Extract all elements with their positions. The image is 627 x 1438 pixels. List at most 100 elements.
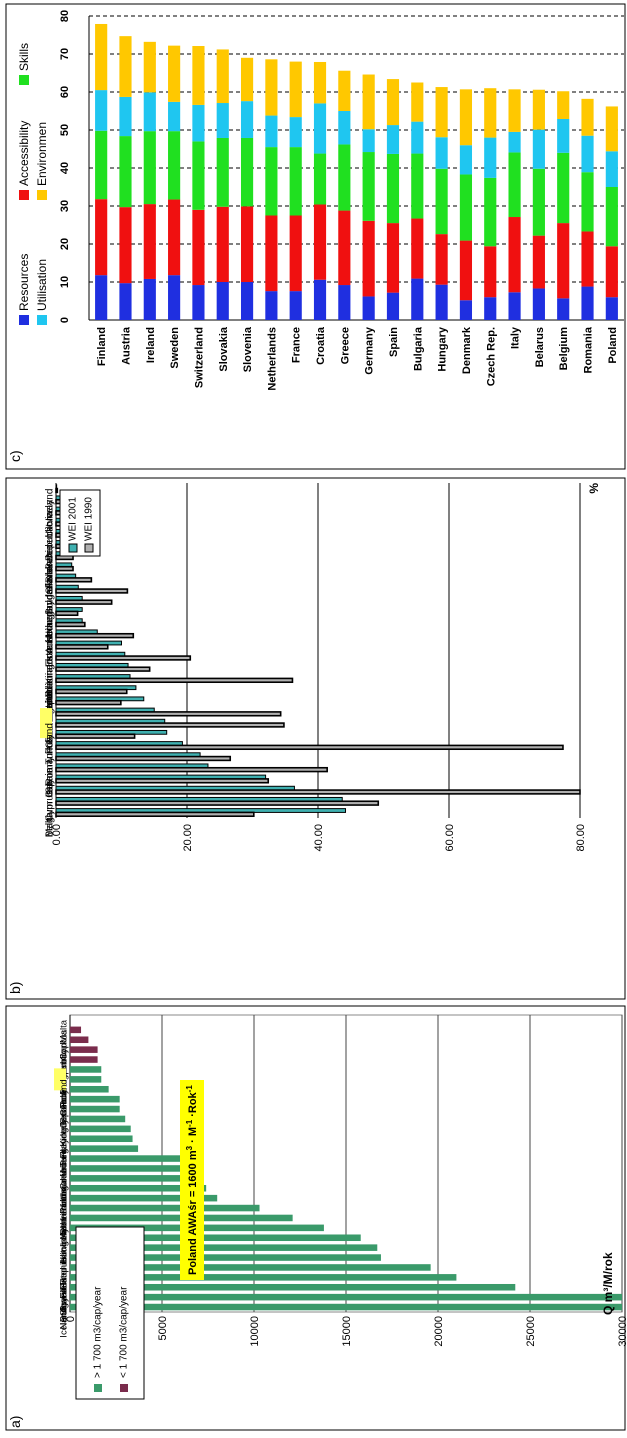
panel-b-bar-1990 bbox=[55, 811, 255, 818]
panel-a-tick-label: 30000 bbox=[617, 1316, 627, 1347]
panel-b-category-label: Latvia bbox=[45, 510, 56, 537]
panel-a-tick-label: 25000 bbox=[525, 1316, 537, 1347]
panel-c-bar-segment bbox=[240, 206, 254, 282]
panel-b-legend: WEI 2001 WEI 1990 bbox=[59, 489, 101, 557]
panel-b-bar-1990 bbox=[55, 733, 136, 739]
panel-b-bar-1990 bbox=[55, 722, 285, 728]
panel-a-bar bbox=[70, 1066, 102, 1073]
panel-c-category-label: Austria bbox=[120, 326, 132, 365]
panel-c-bar-segment bbox=[581, 98, 594, 136]
panel-c-bar-segment bbox=[362, 220, 375, 297]
panel-b-category-label: Slovenia bbox=[45, 544, 56, 583]
panel-c-legend-label: Accessibility bbox=[17, 121, 31, 186]
panel-c-tick-label: 60 bbox=[59, 86, 71, 98]
panel-c-bar-segment bbox=[265, 291, 278, 320]
panel-c-bar-segment bbox=[168, 199, 181, 276]
panel-c-bar-segment bbox=[338, 144, 351, 211]
panel-a-annotation-part: · M bbox=[187, 1127, 199, 1146]
panel-c-bar-segment bbox=[386, 79, 400, 126]
panel-c-bar-segment bbox=[605, 297, 618, 320]
panel-c-bar-segment bbox=[484, 297, 497, 320]
panel-a-highlight bbox=[54, 1068, 66, 1091]
panel-c-bar-segment bbox=[411, 121, 424, 154]
panel-a-legend-label: < 1 700 m3/cap/year bbox=[119, 1286, 130, 1378]
panel-a-category-label: Germany bbox=[59, 1089, 70, 1128]
panel-c-category-label: Finland bbox=[96, 327, 108, 366]
panel-c-bar-segment bbox=[95, 199, 108, 276]
panel-c-bar-segment bbox=[362, 152, 375, 221]
panel-a-bar bbox=[70, 1125, 131, 1133]
panel-a-annotation-part: 3 bbox=[185, 1145, 194, 1150]
panel-a-bar bbox=[70, 1076, 102, 1083]
panel-c-label: c) bbox=[7, 450, 23, 462]
panel-b-category-label: Netherlands bbox=[45, 589, 56, 643]
panel-c-category-label: Netherlands bbox=[266, 327, 278, 391]
panel-c-bar-segment bbox=[338, 111, 351, 145]
panel-a-category-label: France bbox=[59, 1129, 70, 1159]
panel-a-category-label: Italy bbox=[59, 1119, 70, 1137]
panel-c-bar-segment bbox=[119, 283, 132, 320]
panel-b-category-label: Austria bbox=[45, 622, 56, 654]
panel-a-category-label: Slovak Republic bbox=[59, 1247, 70, 1315]
panel-a-bar bbox=[70, 1264, 431, 1271]
panel-c-category-label: Spain bbox=[388, 327, 400, 357]
panel-c-category-label: Poland bbox=[607, 327, 619, 364]
panel-b-category-label: Germany bbox=[45, 757, 56, 798]
panel-a-category-label: Bulgaria bbox=[59, 1287, 70, 1323]
panel-c-bar-segment bbox=[192, 141, 205, 210]
panel-a-bar bbox=[70, 1303, 622, 1311]
panel-c-bar-segment bbox=[532, 89, 545, 130]
panel-c-category-label: Slovakia bbox=[218, 326, 230, 372]
panel-a-category-label: Sweden bbox=[59, 1277, 70, 1311]
panel-a-bar bbox=[70, 1274, 457, 1281]
panel-a-bar bbox=[70, 1105, 120, 1113]
panel-c-tick-label: 30 bbox=[59, 200, 71, 212]
panel-a-tick-label: 10000 bbox=[249, 1316, 261, 1347]
panel-b-category-label: Iceland bbox=[45, 489, 56, 521]
panel-c-bar-segment bbox=[168, 45, 181, 102]
panel-b-bar-1990 bbox=[55, 677, 294, 684]
panel-a-bar bbox=[70, 1135, 133, 1143]
panel-c-bar-segment bbox=[459, 240, 473, 301]
panel-b-tick-label: 40.00 bbox=[313, 824, 325, 852]
panel-b-category-label: Luxembourg bbox=[45, 611, 56, 667]
panel-c-bar-segment bbox=[289, 291, 302, 320]
panel-a-category-label: Slovenia bbox=[59, 1197, 70, 1234]
panel-c-category-label: Germany bbox=[364, 326, 376, 375]
panel-c-bar-segment bbox=[192, 285, 205, 320]
panel-c-bar-segment bbox=[435, 234, 448, 285]
panel-b-legend-swatch bbox=[84, 543, 94, 553]
panel-c-category-label: Sweden bbox=[169, 327, 181, 369]
panel-a-bar bbox=[70, 1283, 516, 1291]
panel-b-bar-1990 bbox=[55, 599, 113, 605]
panel-c-category-label: Hungary bbox=[437, 326, 449, 372]
panel-c-bar-segment bbox=[484, 177, 497, 247]
panel-b-bar-1990 bbox=[55, 755, 232, 762]
panel-c-bar-segment bbox=[386, 223, 400, 293]
panel-a-bar bbox=[70, 1056, 98, 1063]
panel-b-bar-1990 bbox=[55, 621, 86, 628]
panel-c-bar-segment bbox=[192, 104, 205, 142]
panel-c-bar-segment bbox=[386, 292, 400, 320]
panel-c-bar-segment bbox=[240, 101, 254, 138]
panel-a-bar bbox=[70, 1254, 381, 1261]
panel-c-bar-segment bbox=[313, 103, 327, 154]
panel-c-legend-swatch bbox=[19, 190, 29, 200]
panel-a-category-label: Iceland bbox=[59, 1307, 70, 1338]
panel-a-tick-label: 20000 bbox=[433, 1316, 445, 1347]
panel-a-category-label: Spain bbox=[59, 1099, 70, 1123]
panel-a-legend: > 1 700 m3/cap/year < 1 700 m3/cap/year bbox=[75, 1226, 145, 1400]
panel-c-bar-segment bbox=[508, 152, 521, 218]
panel-c-tick-label: 10 bbox=[59, 276, 71, 288]
panel-c-category-label: Slovenia bbox=[242, 326, 254, 372]
panel-a-tick-label: 5000 bbox=[157, 1316, 169, 1340]
panel-a-label: a) bbox=[7, 1416, 23, 1428]
panel-c-bar-segment bbox=[435, 137, 448, 169]
panel-c-tick-label: 50 bbox=[59, 124, 71, 136]
panel-c-category-label: Croatia bbox=[315, 326, 327, 365]
panel-a-category-label: Netherlands bbox=[59, 1188, 70, 1239]
panel-b-bar-1990 bbox=[55, 655, 192, 661]
panel-c-bar-segment bbox=[313, 279, 327, 320]
panel-b-bar-1990 bbox=[55, 766, 328, 773]
